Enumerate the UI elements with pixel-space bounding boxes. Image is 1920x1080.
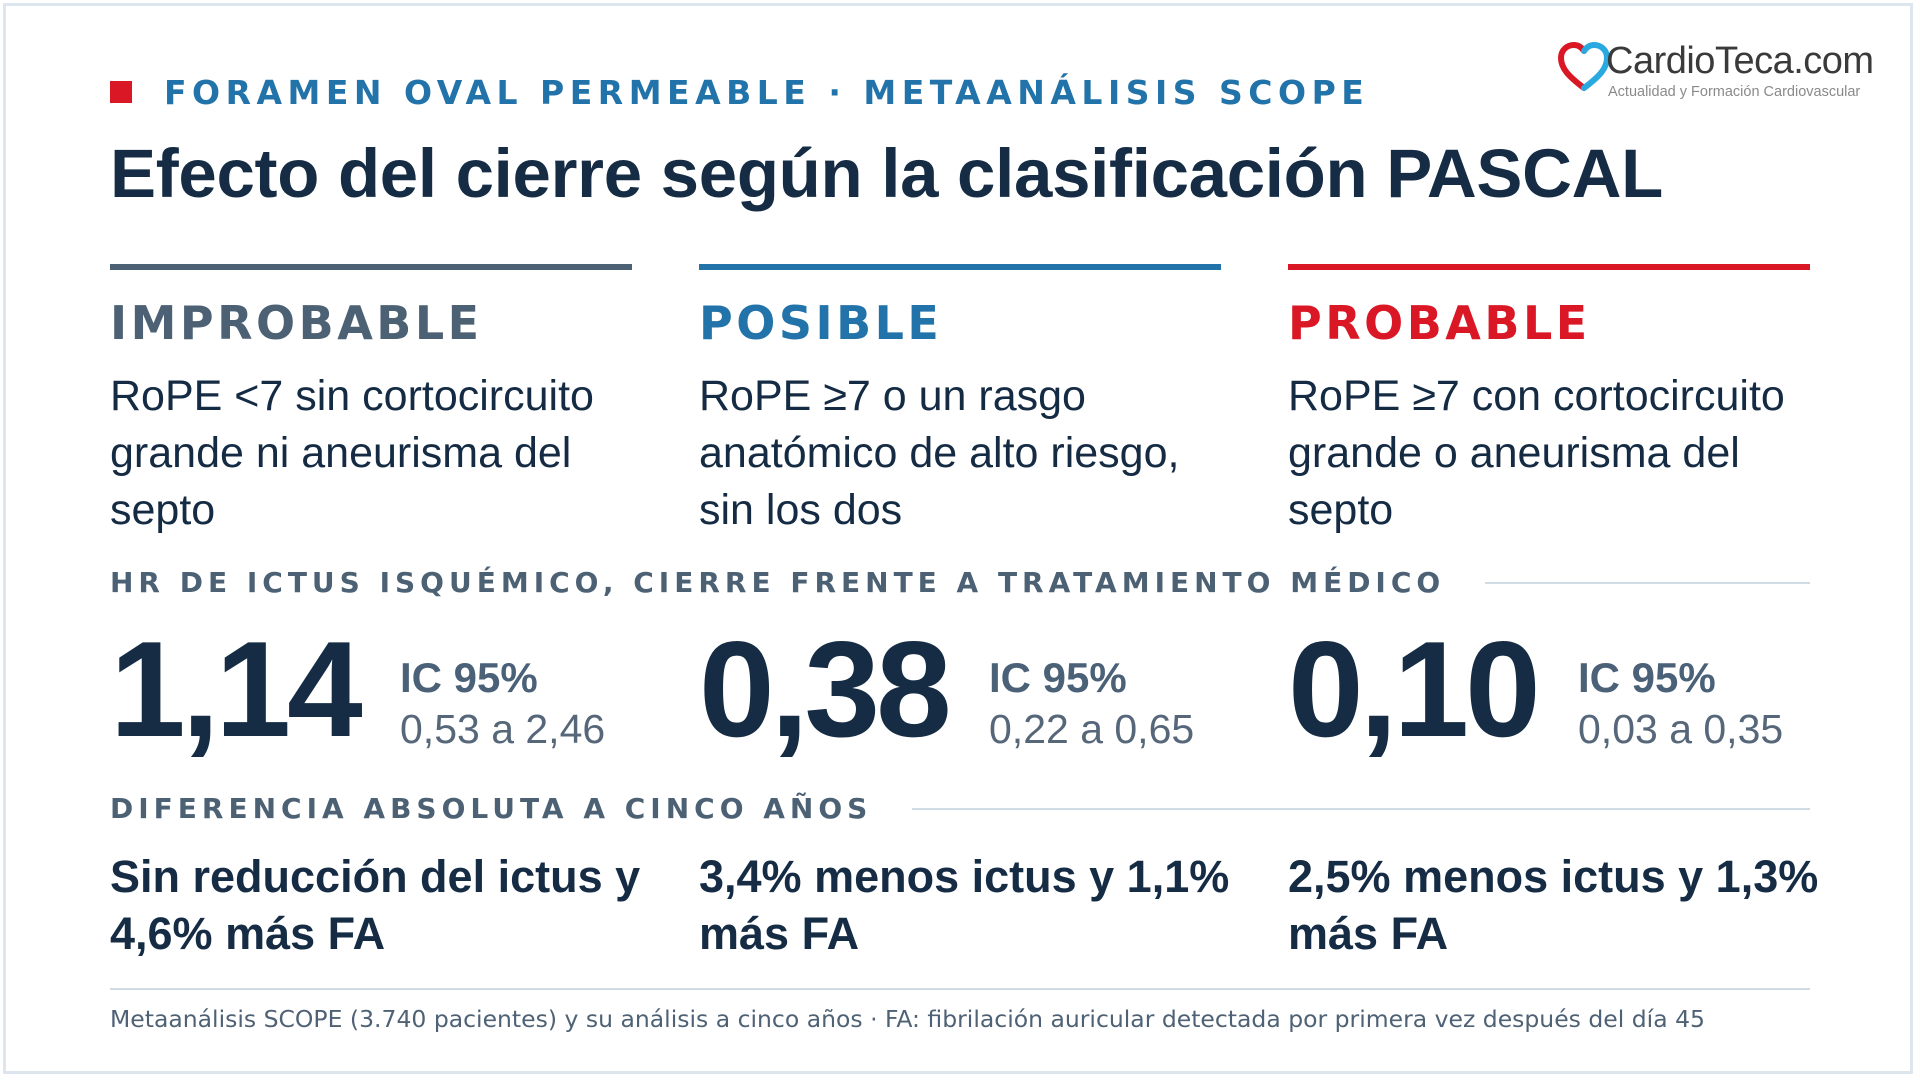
slide-frame: [3, 3, 1913, 1074]
footnote: Metaanálisis SCOPE (3.740 pacientes) y s…: [110, 1005, 1705, 1033]
heart-logo-icon: [1558, 42, 1610, 91]
column-posible: POSIBLE RoPE ≥7 o un rasgo anatómico de …: [699, 264, 1221, 534]
logo-tagline: Actualidad y Formación Cardiovascular: [1608, 84, 1861, 100]
section-diff-header: DIFERENCIA ABSOLUTA A CINCO AÑOS: [110, 792, 1810, 825]
column-probable: PROBABLE RoPE ≥7 con cortocircuito grand…: [1288, 264, 1810, 534]
hr-block-improbable: 1,14 IC 95% 0,53 a 2,46: [110, 614, 670, 764]
ci-range: 0,03 a 0,35: [1578, 706, 1784, 752]
column-accent-bar: [699, 264, 1221, 270]
column-improbable: IMPROBABLE RoPE <7 sin cortocircuito gra…: [110, 264, 632, 534]
ci-label: IC 95%: [400, 654, 538, 701]
ci-range: 0,53 a 2,46: [400, 706, 606, 752]
column-description: RoPE <7 sin cortocircuito grande ni aneu…: [110, 372, 594, 534]
ci-range: 0,22 a 0,65: [989, 706, 1195, 752]
column-description: RoPE ≥7 con cortocircuito grande o aneur…: [1288, 372, 1785, 534]
hr-value: 0,10: [1288, 613, 1541, 765]
section-diff-title: DIFERENCIA ABSOLUTA A CINCO AÑOS: [110, 792, 873, 825]
footer-divider: [110, 988, 1810, 990]
column-accent-bar: [1288, 264, 1810, 270]
column-label: PROBABLE: [1288, 296, 1591, 350]
red-square-bullet: [110, 81, 132, 103]
hr-value: 0,38: [699, 613, 952, 765]
column-description: RoPE ≥7 o un rasgo anatómico de alto rie…: [699, 372, 1180, 534]
kicker-text: FORAMEN OVAL PERMEABLE · METAANÁLISIS SC…: [164, 72, 1370, 112]
difference-probable: 2,5% menos ictus y 1,3% más FA: [1288, 851, 1819, 959]
divider: [912, 807, 1810, 810]
section-hr-title: HR DE ICTUS ISQUÉMICO, CIERRE FRENTE A T…: [110, 566, 1446, 599]
column-label: IMPROBABLE: [110, 296, 483, 350]
column-label: POSIBLE: [699, 296, 943, 350]
section-hr-header: HR DE ICTUS ISQUÉMICO, CIERRE FRENTE A T…: [110, 566, 1810, 599]
hr-value: 1,14: [110, 613, 363, 765]
divider: [1485, 581, 1810, 584]
cardioteca-logo: CardioTeca.com Actualidad y Formación Ca…: [1558, 36, 1888, 106]
hr-block-probable: 0,10 IC 95% 0,03 a 0,35: [1288, 614, 1848, 764]
page-title: Efecto del cierre según la clasificación…: [110, 135, 1663, 212]
difference-posible: 3,4% menos ictus y 1,1% más FA: [699, 851, 1230, 959]
difference-improbable: Sin reducción del ictus y 4,6% más FA: [110, 851, 641, 959]
ci-label: IC 95%: [1578, 654, 1716, 701]
column-accent-bar: [110, 264, 632, 270]
kicker: FORAMEN OVAL PERMEABLE · METAANÁLISIS SC…: [110, 72, 1369, 112]
logo-brand: CardioTeca.com: [1606, 40, 1874, 82]
ci-label: IC 95%: [989, 654, 1127, 701]
hr-block-posible: 0,38 IC 95% 0,22 a 0,65: [699, 614, 1259, 764]
